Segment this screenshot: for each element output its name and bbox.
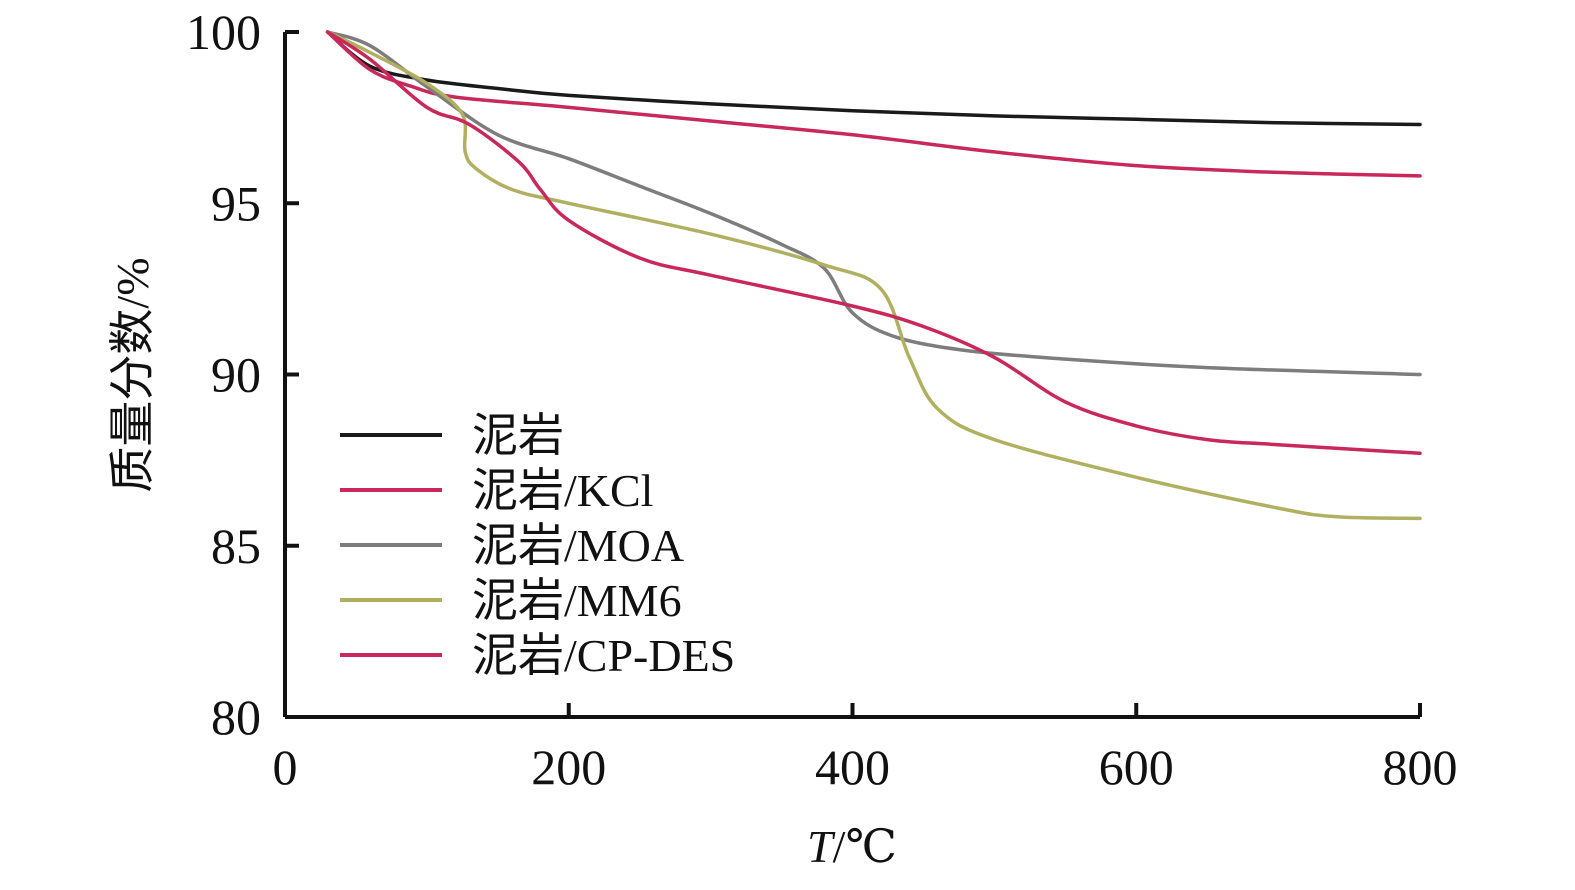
series-layer xyxy=(325,30,1422,521)
label-layer: T/℃ 质量分数/% xyxy=(107,257,897,872)
legend-label-mudstone-mm6: 泥岩/MM6 xyxy=(472,575,682,626)
y-tick-label: 90 xyxy=(211,347,261,403)
x-axis-title-var: T xyxy=(807,821,836,872)
series-line-mudstone-kcl xyxy=(325,30,1422,178)
x-tick-label: 200 xyxy=(531,739,606,795)
x-tick-label: 400 xyxy=(815,739,890,795)
axes-layer: 80 85 90 95 100 0 200 400 600 800 xyxy=(186,4,1458,795)
y-tick-label: 100 xyxy=(186,4,261,60)
x-tick-label: 0 xyxy=(273,739,298,795)
series-line-mudstone xyxy=(325,30,1422,127)
y-tick-label: 85 xyxy=(211,518,261,574)
x-tick-label: 800 xyxy=(1383,739,1458,795)
y-axis-title: 质量分数/% xyxy=(107,257,158,492)
y-tick-label: 80 xyxy=(211,689,261,745)
x-axis-title: T/℃ xyxy=(807,821,897,872)
series-line-mudstone-mm6 xyxy=(325,30,1422,521)
series-line-mudstone-moa xyxy=(325,30,1422,377)
x-axis-title-unit: /℃ xyxy=(833,821,897,872)
y-tick-label: 95 xyxy=(211,175,261,231)
legend-label-mudstone-kcl: 泥岩/KCl xyxy=(472,465,653,516)
series-line-mudstone-cp-des xyxy=(325,30,1422,456)
legend-label-mudstone: 泥岩 xyxy=(472,410,564,461)
x-tick-label: 600 xyxy=(1099,739,1174,795)
legend-label-mudstone-cp-des: 泥岩/CP-DES xyxy=(472,630,735,681)
legend-label-mudstone-moa: 泥岩/MOA xyxy=(472,520,684,571)
